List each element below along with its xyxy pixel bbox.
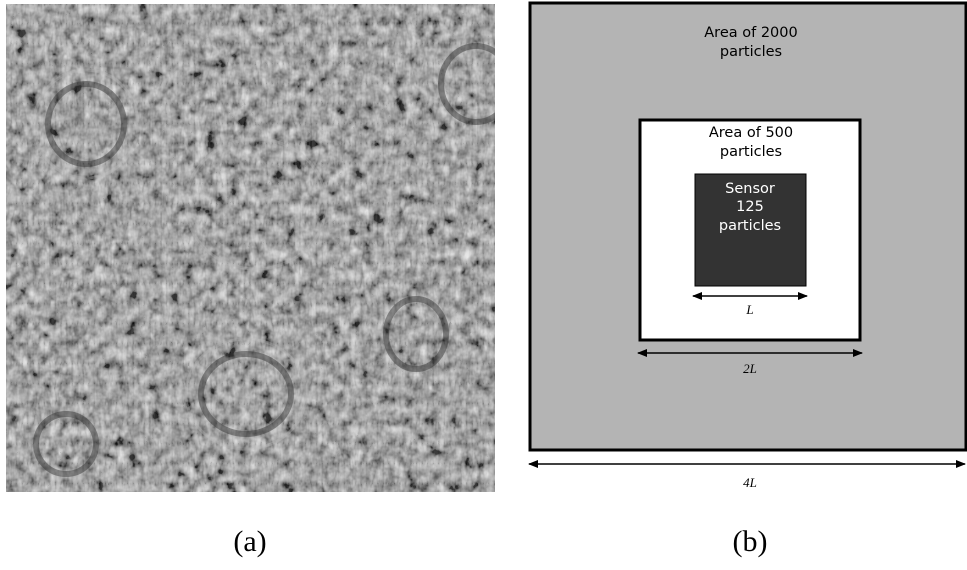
middle-area xyxy=(638,118,862,342)
sensor-label-3: particles xyxy=(719,218,781,234)
dim-label-sensor: L xyxy=(745,302,753,317)
speckle-pattern xyxy=(6,4,495,492)
outer-area xyxy=(528,1,967,452)
dim-label-outer: 4L xyxy=(743,475,757,490)
sensor-label-2: 125 xyxy=(736,199,764,215)
middle-area-label-1: Area of 500 xyxy=(709,125,793,141)
speckle-image xyxy=(6,4,495,492)
sensor-area xyxy=(694,173,807,287)
outer-area-label-2: particles xyxy=(720,44,782,60)
outer-area-label-1: Area of 2000 xyxy=(704,25,797,41)
caption-a: (a) xyxy=(233,525,267,558)
middle-area-label-2: particles xyxy=(720,144,782,160)
caption-b: (b) xyxy=(732,525,768,558)
dim-label-middle: 2L xyxy=(743,361,757,376)
sensor-label-1: Sensor xyxy=(725,181,775,197)
